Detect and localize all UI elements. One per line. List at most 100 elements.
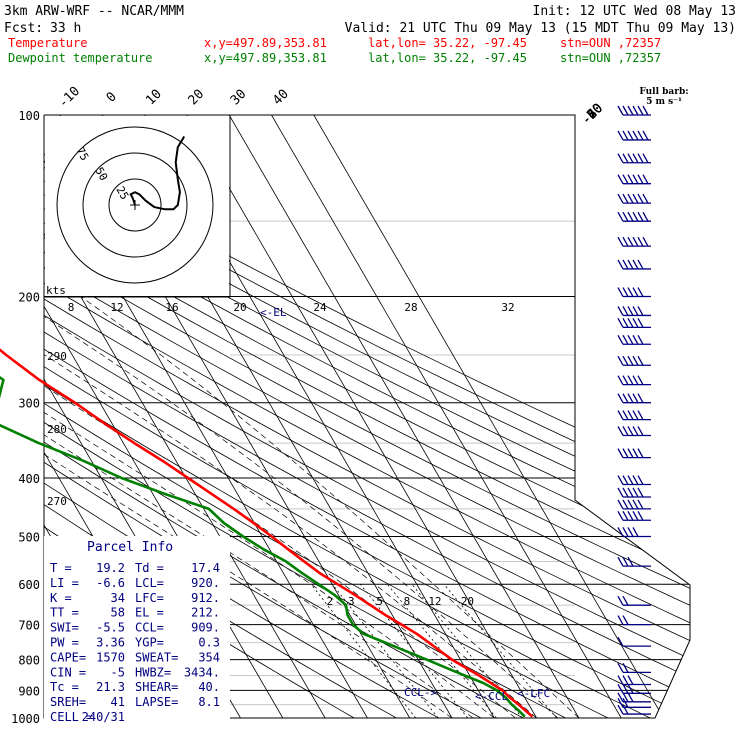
parcel-info-cell: 41 — [111, 695, 125, 709]
pressure-tick-label: 200 — [18, 291, 40, 305]
wind-barb — [617, 334, 651, 345]
dry-adiabat — [44, 115, 690, 718]
el-marker: <-EL — [260, 306, 287, 319]
parcel-info-cell: -6.6 — [96, 576, 125, 590]
mixing-ratio-label: 12 — [428, 595, 441, 608]
parcel-info-cell: K = — [50, 591, 72, 605]
hodograph-ring-label: 50 — [92, 165, 110, 183]
hodograph-ring-label: 75 — [73, 145, 91, 163]
theta-left-label: 290 — [47, 350, 67, 363]
wind-barb — [617, 556, 651, 567]
forecast-label: Fcst: — [4, 21, 43, 36]
hodograph-speed-ring — [82, 152, 188, 258]
wind-barb — [617, 193, 651, 204]
parcel-info-cell: 0.3 — [198, 636, 220, 650]
parcel-info-cell: 58 — [111, 606, 125, 620]
parcel-info-cell: 909. — [191, 621, 220, 635]
dry-adiabat — [44, 115, 690, 718]
wind-barb — [617, 153, 651, 164]
parcel-info-cell: Tc = — [50, 680, 79, 694]
parcel-info-cell: LCL= — [135, 576, 164, 590]
dry-adiabat — [44, 115, 609, 718]
lfc-marker: <-LFC — [517, 687, 550, 700]
dry-adiabat — [44, 115, 690, 718]
dry-adiabat — [44, 115, 690, 718]
isotherm-label: -20 — [579, 101, 606, 128]
dry-adiabat — [44, 115, 690, 718]
pressure-tick-label: 500 — [18, 530, 40, 544]
barb-legend-value: 5 m s⁻¹ — [646, 97, 682, 107]
wind-barb — [617, 683, 651, 694]
parcel-info-cell: LAPSE= — [135, 695, 178, 709]
mixing-ratio-line — [411, 583, 523, 718]
parcel-info-cell: SHEAR= — [135, 680, 178, 694]
isotherm-label: -10 — [56, 84, 83, 111]
isotherm — [228, 115, 580, 718]
hodograph-background — [45, 116, 229, 296]
pressure-tick-label: 300 — [18, 397, 40, 411]
theta-left-label: 270 — [47, 495, 67, 508]
wind-barb — [617, 306, 651, 317]
temperature-profile — [0, 348, 534, 718]
dry-adiabat — [44, 115, 690, 718]
barb-legend-title: Full barb: — [639, 87, 688, 97]
wind-barb — [617, 675, 651, 686]
parcel-info-cell: LFC= — [135, 591, 164, 605]
wind-barb — [617, 236, 651, 247]
wind-barb — [617, 510, 651, 521]
wind-barb — [617, 393, 651, 404]
parcel-info-cell: PW = — [50, 636, 79, 650]
moist-adiabat — [44, 296, 559, 718]
pressure-tick-label: 600 — [18, 578, 40, 592]
pressure-tick-label: 800 — [18, 654, 40, 668]
parcel-info-cell: T = — [50, 561, 72, 575]
hodograph-trace — [129, 135, 186, 211]
isotherm — [313, 115, 664, 718]
parcel-info-cell: HWBZ= — [135, 665, 171, 679]
dewpoint-profile — [0, 376, 526, 718]
wind-barb — [617, 426, 651, 437]
wind-barb — [617, 615, 651, 626]
moist-adiabat — [44, 296, 453, 718]
wind-barb — [617, 211, 651, 222]
wind-barb — [617, 259, 651, 270]
wind-barb — [617, 595, 651, 606]
mixing-ratio-line — [331, 583, 439, 718]
temperature-legend-xy: x,y=497.89,353.81 — [204, 36, 327, 50]
hodograph-speed-ring — [56, 126, 214, 284]
wind-barb — [617, 105, 651, 116]
parcel-info-cell: 240/31 — [82, 710, 125, 724]
parcel-info-cell: 3.36 — [96, 636, 125, 650]
parcel-info-cell: 212. — [191, 606, 220, 620]
dewpoint-legend-stn: stn=OUN ,72357 — [560, 51, 661, 65]
forecast-hours: 33 h — [50, 21, 81, 36]
dewpoint-legend-label: Dewpoint temperature — [8, 51, 153, 65]
wind-barb — [617, 174, 651, 185]
mixing-ratio-label: 3 — [348, 595, 355, 608]
dry-adiabat — [44, 115, 524, 718]
profiles-layer — [0, 348, 534, 718]
mixing-ratio-label: 8 — [404, 595, 411, 608]
parcel-info-cell: CAPE= — [50, 650, 86, 664]
parcel-info-cell: 40. — [198, 680, 220, 694]
parcel-info-cell: LI = — [50, 576, 79, 590]
wind-barb — [617, 499, 651, 510]
wind-barb — [617, 318, 651, 329]
mixing-ratio-label: 5 — [376, 595, 383, 608]
parcel-info-cell: YGP= — [135, 636, 164, 650]
pressure-tick-label: 1000 — [11, 712, 40, 726]
wind-barb — [617, 527, 651, 538]
wind-barb — [617, 355, 651, 366]
temperature-legend-latlon: lat,lon= 35.22, -97.45 — [368, 36, 527, 50]
parcel-info-cell: 3434. — [184, 665, 220, 679]
dry-adiabat — [44, 115, 690, 718]
temperature-legend-label: Temperature — [8, 36, 87, 50]
wind-barb — [617, 410, 651, 421]
pressure-tick-label: 700 — [18, 619, 40, 633]
mixing-ratio-line — [443, 583, 557, 718]
parcel-info-cell: 34 — [111, 591, 125, 605]
parcel-info-cell: SREH= — [50, 695, 86, 709]
parcel-info-cell: 354 — [198, 650, 220, 664]
dry-adiabat — [44, 115, 566, 718]
parcel-info-cell: 19.2 — [96, 561, 125, 575]
